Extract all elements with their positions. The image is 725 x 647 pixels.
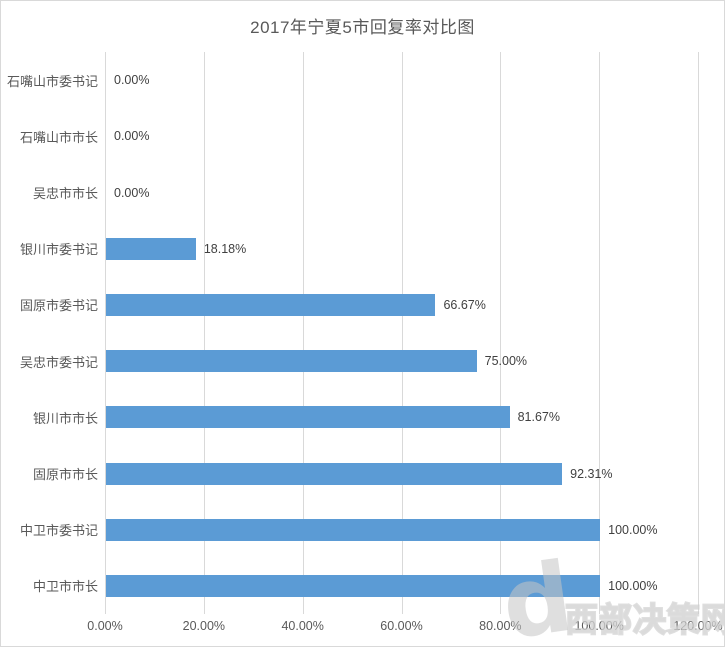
- data-label: 100.00%: [608, 522, 658, 537]
- gridline: [401, 52, 403, 614]
- gridline: [203, 52, 205, 614]
- data-label: 0.00%: [114, 73, 150, 88]
- x-tick-label: 20.00%: [182, 619, 226, 633]
- gridline: [599, 52, 601, 614]
- x-tick-label: 60.00%: [380, 619, 423, 633]
- bar: [106, 462, 563, 485]
- category-label: 石嘴山市委书记: [6, 73, 98, 89]
- x-tick-label: 120.00%: [673, 619, 723, 633]
- bar: [106, 237, 196, 260]
- gridline: [698, 52, 699, 614]
- category-label: 中卫市市长: [32, 579, 98, 595]
- x-tick-label: 80.00%: [479, 619, 522, 633]
- category-label: 固原市委书记: [19, 298, 98, 314]
- category-label: 银川市市长: [32, 410, 98, 426]
- category-label: 吴忠市市长: [32, 185, 98, 201]
- bar: [106, 406, 510, 429]
- data-label: 92.31%: [570, 466, 613, 481]
- bar: [106, 574, 601, 597]
- category-label: 中卫市委书记: [19, 523, 98, 539]
- data-label: 81.67%: [517, 410, 560, 425]
- chart-title: 2017年宁夏5市回复率对比图: [250, 18, 475, 37]
- x-tick-label: 40.00%: [281, 619, 324, 633]
- category-label: 吴忠市委书记: [19, 354, 98, 370]
- category-label: 石嘴山市市长: [19, 129, 98, 145]
- data-label: 100.00%: [608, 578, 658, 593]
- plot-area: 0.00% 0.00% 0.00% 18.18% 66.67% 75.00% 81.67% 9…: [105, 52, 699, 614]
- x-tick-label: 100.00%: [574, 619, 624, 633]
- y-axis-line: [105, 52, 106, 614]
- gridline: [500, 52, 502, 614]
- category-label: 固原市市长: [32, 466, 98, 482]
- bar: [106, 518, 601, 541]
- category-label: 银川市委书记: [19, 242, 98, 258]
- bar: [106, 293, 436, 316]
- x-tick-label: 0.00%: [87, 619, 123, 633]
- data-label: 75.00%: [484, 354, 528, 369]
- data-label: 0.00%: [114, 185, 150, 200]
- data-label: 18.18%: [203, 241, 247, 256]
- bar: [106, 350, 477, 373]
- data-label: 0.00%: [114, 129, 150, 144]
- gridline: [302, 52, 304, 614]
- data-label: 66.67%: [443, 297, 486, 312]
